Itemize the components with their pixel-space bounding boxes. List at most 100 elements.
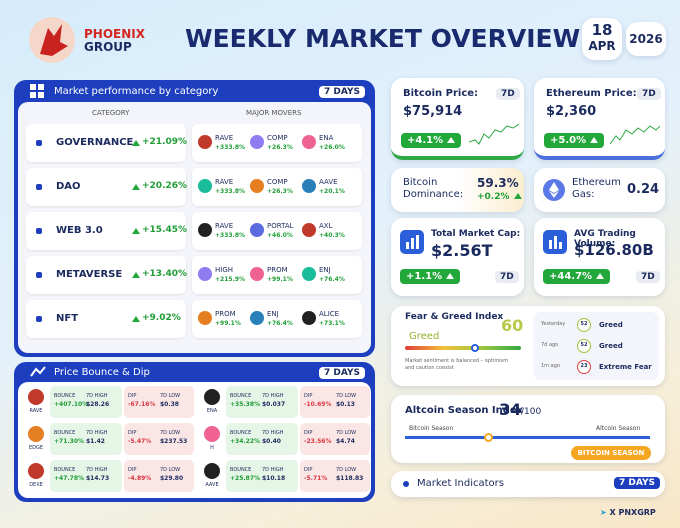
bounce-panel: Price Bounce & Dip 7 DAYS RAVE BOUNCE +407… [14,362,375,502]
low-label: 7D LOW [336,393,357,399]
panel-title: Market performance by category [54,86,219,97]
history-status: Greed [599,342,623,350]
mover-change: +46.0% [267,232,293,239]
mover-symbol: PROM [215,310,236,318]
mover-change: +99.1% [215,320,241,327]
high-label: 7D HIGH [262,430,284,436]
token-icon [204,389,220,405]
badge: BITCOIN SEASON [571,446,651,460]
chart-icon [400,230,424,254]
token: H [210,445,214,451]
dip-box [300,423,370,455]
token: RAVE [29,408,43,414]
indicators-card: Market Indicators 7 DAYS [391,471,665,497]
mover-change: +76.4% [267,320,293,327]
gauge [405,344,521,352]
bounce-value: +47.78% [54,475,85,482]
mover-change: +76.4% [319,276,345,283]
grid-icon [30,84,44,98]
mover-change: +26.3% [267,144,293,151]
mover-symbol: COMP [267,178,288,186]
dip-box [124,460,194,492]
up-arrow [132,316,140,322]
category-name: DAO [56,181,81,192]
token-icon [302,135,316,149]
change: +44.7% [543,269,611,284]
bounce-box [50,386,122,418]
mover-change: +333.8% [215,188,246,195]
token: AAVE [205,482,219,488]
gas-card: Ethereum Gas: 0.24 [534,168,665,212]
gauge-marker [470,344,479,352]
up-arrow [132,184,140,190]
bullet [36,272,42,278]
bounce-box [50,423,122,455]
movers-cell [192,300,362,338]
mover-symbol: PORTAL [267,222,294,230]
x: X [609,508,616,517]
token: DEXE [29,482,43,488]
category-change: +21.09% [142,137,188,147]
dip-box [300,386,370,418]
change: +0.2% [477,192,522,202]
mover-symbol: PROM [267,266,288,274]
token-icon [28,426,44,442]
mover-symbol: AAVE [319,178,338,186]
bounce-label: BOUNCE [54,430,76,436]
token-icon [302,311,316,325]
period: 7 DAYS [319,86,365,98]
token-icon [250,179,264,193]
up-arrow [132,140,140,146]
altcoin-card: Altcoin Season Index 34 /100 Bitcoin Sea… [391,395,665,463]
history-value: 52 [577,318,591,332]
month: APR [588,39,616,53]
period: 7D [636,271,660,283]
value: 59.3% [477,176,519,190]
dip-value: -67.16% [128,401,156,408]
value: $2,360 [546,104,597,119]
period: 7D [496,88,520,100]
dominance-card: Bitcoin Dominance: 59.3% +0.2% [391,168,524,212]
high-value: $10.18 [262,475,286,482]
category-change: +9.02% [142,313,181,323]
category-cell [26,256,186,294]
dip-box [124,386,194,418]
sparkline [469,123,519,145]
label: AVG Trading Volume: [574,229,636,249]
column-header: CATEGORY [92,109,130,117]
dip-value: -4.89% [128,475,152,482]
bullet [36,228,42,234]
token-icon [302,267,316,281]
dip-box [124,423,194,455]
bounce-label: BOUNCE [230,430,252,436]
when: 7d ago [541,342,559,348]
dip-value: -5.71% [304,475,328,482]
bounce-box [226,460,298,492]
value: 34 [499,400,522,419]
season-marker [484,433,494,442]
token-icon [198,179,212,193]
status: Greed [409,331,440,342]
history: Yesterday 52 Greed 7d ago 52 Greed 1m ago 23 Ext… [533,312,659,380]
high-label: 7D HIGH [86,430,108,436]
low-label: 7D LOW [160,467,181,473]
change-text: +4.1% [407,135,444,146]
dip-value: -23.56% [304,438,332,445]
category-panel: Market performance by category 7 DAYS CA… [14,80,375,357]
left-label: Bitcoin Season [409,425,454,432]
movers-cell [192,168,362,206]
movers-cell [192,212,362,250]
bounce-value: +25.87% [230,475,261,482]
change-text: +44.7% [549,271,593,282]
token: EDGE [28,445,44,451]
mover-symbol: RAVE [215,178,234,186]
bullet [36,316,42,322]
right-label: Altcoin Season [596,425,641,432]
high-label: 7D HIGH [262,393,284,399]
dip-label: DIP [128,467,137,473]
dip-label: DIP [128,393,137,399]
token-icon [204,426,220,442]
bitcoin-card: Bitcoin Price: 7D $75,914 +4.1% [391,78,524,160]
when: Yesterday [541,321,566,327]
change-text: +1.1% [406,271,443,282]
